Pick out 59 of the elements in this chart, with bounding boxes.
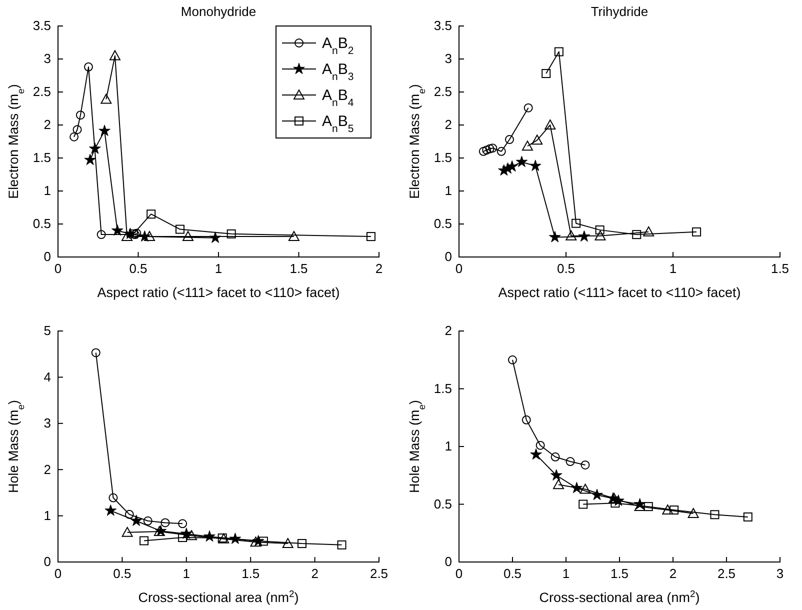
y-tick-label: 2.5 xyxy=(434,84,452,100)
x-axis-title: Aspect ratio (<111> facet to <110> facet) xyxy=(498,285,741,300)
y-tick-label: 3.5 xyxy=(434,18,452,34)
y-tick-label: 2 xyxy=(444,323,452,338)
y-tick-label: 5 xyxy=(44,323,51,338)
y-tick-label: 4 xyxy=(44,369,51,384)
y-tick-label: 0.5 xyxy=(434,496,452,512)
chart-title: Monohydride xyxy=(180,4,256,19)
y-tick-label: 3 xyxy=(444,51,452,66)
x-tick-label: 1.5 xyxy=(610,566,629,582)
y-tick-label: 2 xyxy=(44,462,51,477)
y-tick-label: 3 xyxy=(44,416,51,431)
chart-title: Trihydride xyxy=(590,4,648,19)
x-tick-label: 2 xyxy=(669,566,677,582)
x-tick-label: 0.5 xyxy=(503,566,522,582)
x-tick-label: 0 xyxy=(455,261,463,276)
y-tick-label: 2 xyxy=(44,117,51,132)
x-tick-label: 0.5 xyxy=(113,566,132,582)
y-tick-label: 1.5 xyxy=(32,150,51,166)
y-tick-label: 2 xyxy=(444,117,452,132)
x-tick-label: 0 xyxy=(455,566,463,582)
legend-label: A$_{n}$B$_{2}$ xyxy=(322,35,354,57)
x-tick-label: 1.5 xyxy=(290,261,308,276)
y-tick-label: 1 xyxy=(44,508,51,523)
x-tick-label: 0 xyxy=(54,261,62,276)
y-tick-label: 1.5 xyxy=(434,150,452,166)
x-tick-label: 1.5 xyxy=(242,566,260,582)
x-tick-label: 2 xyxy=(311,566,318,582)
x-tick-label: 1 xyxy=(214,261,222,276)
x-tick-label: 3 xyxy=(776,566,784,582)
x-axis-title: Aspect ratio (<111> facet to <110> facet) xyxy=(97,285,340,300)
x-tick-label: 0 xyxy=(54,566,62,582)
legend-label: A$_{n}$B$_{3}$ xyxy=(322,61,354,83)
y-tick-label: 0 xyxy=(444,249,452,264)
x-axis-title: Cross-sectional area (nm$^{2}$) xyxy=(539,588,700,605)
x-axis-title: Cross-sectional area (nm$^{2}$) xyxy=(138,588,299,605)
x-tick-label: 1 xyxy=(669,261,677,276)
legend-label: A$_{n}$B$_{5}$ xyxy=(322,113,354,135)
x-tick-label: 2.5 xyxy=(370,566,388,582)
x-tick-label: 0.5 xyxy=(556,261,576,276)
y-tick-label: 0.5 xyxy=(32,216,51,232)
y-tick-label: 0 xyxy=(44,249,51,264)
y-tick-label: 0 xyxy=(444,554,452,570)
y-tick-label: 1 xyxy=(44,183,51,198)
x-tick-label: 1.5 xyxy=(770,261,790,276)
x-tick-label: 2.5 xyxy=(717,566,736,582)
y-tick-label: 1 xyxy=(444,183,452,198)
y-tick-label: 0 xyxy=(44,554,51,570)
x-tick-label: 0.5 xyxy=(129,261,148,276)
x-tick-label: 2 xyxy=(375,261,383,276)
y-tick-label: 1 xyxy=(444,438,452,454)
y-tick-label: 3.5 xyxy=(32,18,51,34)
y-tick-label: 2.5 xyxy=(32,84,51,100)
x-tick-label: 1 xyxy=(182,566,190,582)
x-tick-label: 1 xyxy=(562,566,570,582)
legend-label: A$_{n}$B$_{4}$ xyxy=(322,87,354,109)
y-tick-label: 3 xyxy=(44,51,51,66)
y-tick-label: 0.5 xyxy=(434,216,452,232)
y-tick-label: 1.5 xyxy=(434,380,452,396)
